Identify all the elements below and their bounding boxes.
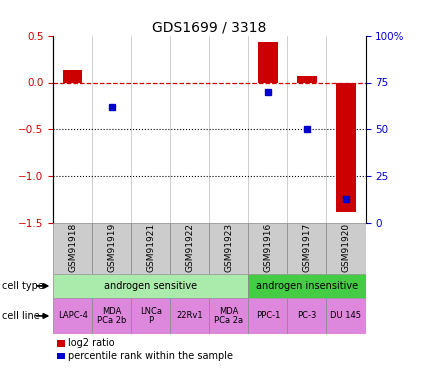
- Text: cell line: cell line: [2, 311, 40, 321]
- Bar: [53, 298, 92, 334]
- Text: PC-3: PC-3: [297, 311, 317, 320]
- Text: GSM91920: GSM91920: [341, 223, 351, 272]
- Title: GDS1699 / 3318: GDS1699 / 3318: [152, 21, 266, 34]
- Text: GSM91919: GSM91919: [107, 223, 116, 272]
- Bar: [248, 298, 287, 334]
- Text: DU 145: DU 145: [331, 311, 362, 320]
- Bar: [92, 298, 131, 334]
- Bar: [209, 298, 248, 334]
- Text: androgen insensitive: androgen insensitive: [256, 281, 358, 291]
- Text: percentile rank within the sample: percentile rank within the sample: [68, 351, 233, 361]
- Bar: [248, 274, 366, 298]
- Bar: [53, 223, 92, 274]
- Bar: [131, 223, 170, 274]
- Text: LNCa
P: LNCa P: [140, 307, 162, 325]
- Bar: [63, 70, 82, 82]
- Bar: [248, 223, 287, 274]
- Text: GSM91921: GSM91921: [146, 223, 155, 272]
- Bar: [92, 223, 131, 274]
- Text: PPC-1: PPC-1: [256, 311, 280, 320]
- Text: MDA
PCa 2a: MDA PCa 2a: [214, 307, 244, 325]
- Text: LAPC-4: LAPC-4: [58, 311, 88, 320]
- Text: 22Rv1: 22Rv1: [176, 311, 203, 320]
- Bar: [287, 298, 326, 334]
- Text: GSM91923: GSM91923: [224, 223, 233, 272]
- Text: GSM91918: GSM91918: [68, 223, 77, 272]
- Bar: [326, 298, 366, 334]
- Bar: [209, 223, 248, 274]
- Bar: [170, 223, 209, 274]
- Bar: [170, 298, 209, 334]
- Text: log2 ratio: log2 ratio: [68, 339, 115, 348]
- Bar: [287, 223, 326, 274]
- Text: GSM91922: GSM91922: [185, 223, 194, 272]
- Bar: [326, 223, 366, 274]
- Bar: [297, 76, 317, 82]
- Bar: [258, 42, 278, 82]
- Text: cell type: cell type: [2, 281, 44, 291]
- Bar: [53, 274, 248, 298]
- Bar: [336, 82, 356, 212]
- Bar: [131, 298, 170, 334]
- Text: androgen sensitive: androgen sensitive: [104, 281, 197, 291]
- Text: MDA
PCa 2b: MDA PCa 2b: [97, 307, 126, 325]
- Text: GSM91916: GSM91916: [264, 223, 272, 272]
- Text: GSM91917: GSM91917: [303, 223, 312, 272]
